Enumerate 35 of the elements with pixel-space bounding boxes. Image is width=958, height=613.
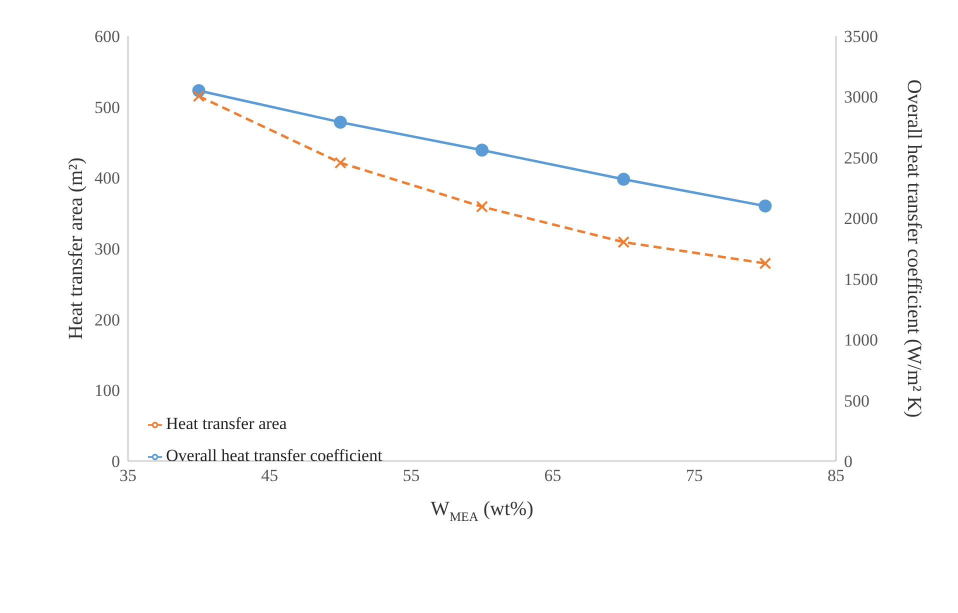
y2-axis-title: Overall heat transfer coefficient (W/m² K) (903, 79, 925, 418)
y-tick-label: 600 (94, 27, 120, 46)
x-tick-label: 45 (261, 466, 278, 486)
x-tick-label: 55 (402, 466, 420, 486)
point (617, 172, 630, 186)
x-tick-label: 75 (686, 466, 703, 486)
y-tick-label: 100 (94, 381, 120, 400)
y-tick-label: 500 (94, 98, 120, 117)
point (759, 257, 772, 270)
x-tick-label: 65 (544, 466, 562, 486)
point (192, 90, 205, 102)
point (758, 200, 772, 212)
y-tick-label: 300 (94, 240, 120, 259)
y2-tick-label: 1000 (844, 330, 878, 350)
y2-tick-label: 1500 (844, 270, 878, 289)
y2-tick-label: 3000 (844, 88, 878, 107)
x-axis-title: W$_{MEA}$ (wt%) (430, 498, 534, 524)
y-tick-label: 0 (112, 452, 120, 472)
y-tick-label: 200 (94, 310, 120, 330)
legend-label: Overall heat transfer coefficient (166, 446, 382, 465)
point (334, 156, 346, 169)
y-axis-title: Heat transfer area (m²) (65, 158, 87, 340)
y2-tick-label: 0 (844, 452, 852, 472)
x-tick-label: 85 (828, 466, 844, 486)
y2-tick-label: 2500 (844, 148, 878, 168)
y2-tick-label: 2000 (844, 209, 878, 228)
y2-tick-label: 500 (844, 391, 870, 410)
point (334, 116, 347, 129)
legend-label: Heat transfer area (166, 414, 287, 433)
y2-tick-label: 3500 (844, 27, 878, 46)
y-tick-label: 400 (94, 168, 120, 188)
point (618, 236, 630, 248)
point (476, 144, 488, 157)
point (476, 200, 488, 213)
x-tick-label: 35 (120, 466, 136, 486)
